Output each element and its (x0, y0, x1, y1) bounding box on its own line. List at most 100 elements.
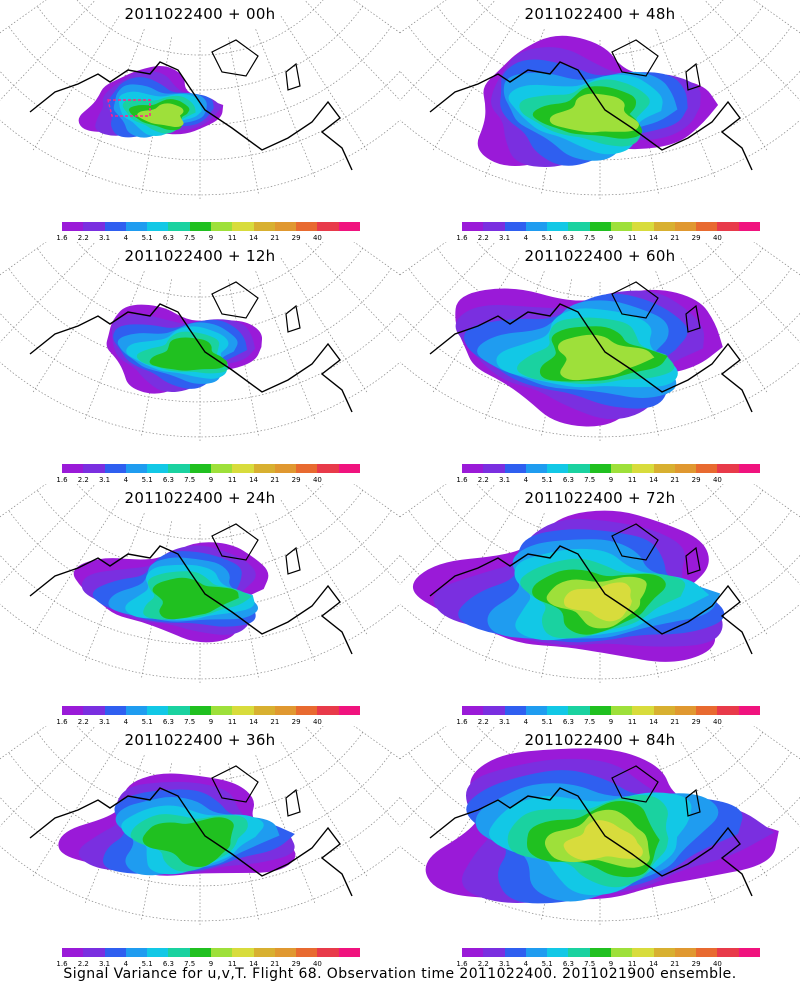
colorbar-tick-label: 2.2 (477, 718, 489, 726)
colorbar-swatch (738, 464, 760, 473)
colorbar-swatch (589, 706, 611, 715)
colorbar-tick-label: 14 (249, 718, 259, 726)
colorbar-swatch (483, 222, 505, 231)
colorbar-swatch (232, 948, 254, 957)
colorbar-tick-label: 9 (208, 718, 214, 726)
colorbar-swatch (674, 222, 697, 231)
coastline (429, 787, 753, 897)
colorbar-tick-label: 21 (270, 234, 280, 242)
panel-title: 2011022400 + 24h (124, 489, 276, 507)
colorbar-swatch (125, 706, 148, 715)
map-panel: 2011022400 + 12h 1.6 2.2 3.1 4 5.1 6.3 7.5 9 11 14… (0, 242, 400, 484)
colorbar-tick-label: 11 (227, 960, 237, 968)
colorbar-tick-label: 3.1 (498, 718, 511, 726)
map-panel: 2011022400 + 60h 1.6 2.2 3.1 4 5.1 6.3 7.5 9 11 14… (400, 242, 800, 484)
colorbar-swatch (589, 948, 611, 957)
colorbar-swatch (125, 948, 148, 957)
panel-title: 2011022400 + 00h (124, 5, 276, 23)
colorbar-tick-label: 7.5 (184, 718, 196, 726)
colorbar-tick-label: 1.6 (456, 234, 468, 242)
colorbar-swatch (317, 948, 339, 957)
flight-track (107, 99, 151, 117)
colorbar-tick-label: 11 (227, 718, 237, 726)
variance-field (73, 542, 269, 643)
colorbar-swatch (547, 464, 569, 473)
colorbar-swatch (210, 706, 233, 715)
colorbar-tick-label: 21 (270, 718, 280, 726)
contour-level (149, 337, 228, 371)
colorbar-tick-label: 1.6 (456, 476, 468, 484)
colorbar-tick-label: 5.1 (541, 476, 553, 484)
colorbar-swatch (189, 706, 211, 715)
colorbar-tick-label: 40 (712, 718, 722, 726)
colorbar-tick-label: 3.1 (98, 476, 111, 484)
figure-caption: Signal Variance for u,v,T. Flight 68. Ob… (63, 966, 737, 982)
colorbar-swatch (83, 948, 105, 957)
colorbar-tick-label: 29 (291, 476, 301, 484)
coastline (29, 787, 353, 897)
colorbar-swatch (168, 948, 190, 957)
colorbar-swatch (717, 706, 739, 715)
colorbar (62, 948, 360, 957)
colorbar-swatch (632, 222, 654, 231)
colorbar-swatch (610, 706, 633, 715)
colorbar-swatch (462, 464, 484, 473)
colorbar (462, 222, 760, 231)
colorbar-swatch (147, 948, 169, 957)
colorbar (462, 706, 760, 715)
panel-title: 2011022400 + 12h (124, 247, 276, 265)
colorbar-swatch (483, 948, 505, 957)
colorbar-tick-label: 14 (249, 960, 259, 968)
colorbar-swatch (296, 222, 318, 231)
map-panel: 2011022400 + 84h 1.6 2.2 3.1 4 5.1 6.3 7.5 9 11 14… (400, 726, 800, 968)
colorbar-tick-label: 7.5 (584, 234, 596, 242)
colorbar-tick-label: 2.2 (77, 718, 89, 726)
colorbar-tick-label: 4 (523, 960, 529, 968)
colorbar-tick-label: 4 (523, 476, 529, 484)
colorbar-swatch (62, 222, 84, 231)
contour-level (137, 103, 184, 128)
colorbar-tick-label: 21 (270, 960, 280, 968)
colorbar-tick-label: 7.5 (184, 960, 196, 968)
contour-level (563, 820, 643, 861)
colorbar-swatch (525, 948, 548, 957)
coastline (29, 61, 353, 171)
colorbar-swatch (504, 706, 526, 715)
colorbar-swatch (653, 464, 675, 473)
colorbar-tick-label: 3.1 (498, 234, 511, 242)
colorbar-swatch (738, 706, 760, 715)
colorbar-tick-label: 9 (608, 234, 614, 242)
colorbar-swatch (483, 706, 505, 715)
colorbar-ticks: 1.6 2.2 3.1 4 5.1 6.3 7.5 9 11 14 21 29 40 (400, 960, 800, 970)
coastline (29, 545, 353, 655)
colorbar-tick-label: 14 (649, 234, 659, 242)
variance-field (106, 304, 263, 394)
colorbar-swatch (338, 222, 360, 231)
map-panel: 2011022400 + 48h 1.6 2.2 3.1 4 5.1 6.3 7.5 9 11 14… (400, 0, 800, 242)
colorbar-swatch (653, 948, 675, 957)
colorbar-swatch (338, 464, 360, 473)
contour-level (563, 582, 632, 622)
colorbar (462, 464, 760, 473)
colorbar-ticks: 1.6 2.2 3.1 4 5.1 6.3 7.5 9 11 14 21 29 40 (400, 234, 800, 244)
colorbar-swatch (147, 222, 169, 231)
arctic-islands (211, 39, 301, 91)
contour-level (549, 93, 639, 133)
colorbar-ticks: 1.6 2.2 3.1 4 5.1 6.3 7.5 9 11 14 21 29 40 (0, 234, 400, 244)
colorbar-swatch (338, 706, 360, 715)
colorbar-tick-label: 2.2 (77, 476, 89, 484)
colorbar-tick-label: 40 (712, 960, 722, 968)
colorbar-swatch (504, 222, 526, 231)
panel-title: 2011022400 + 72h (524, 489, 676, 507)
colorbar-tick-label: 9 (208, 960, 214, 968)
panel-title: 2011022400 + 36h (124, 731, 276, 749)
colorbar-swatch (696, 706, 718, 715)
colorbar-swatch (525, 706, 548, 715)
colorbar-tick-label: 7.5 (584, 476, 596, 484)
colorbar-swatch (232, 464, 254, 473)
colorbar-ticks: 1.6 2.2 3.1 4 5.1 6.3 7.5 9 11 14 21 29 40 (0, 960, 400, 970)
colorbar-tick-label: 7.5 (184, 476, 196, 484)
colorbar-tick-label: 29 (291, 718, 301, 726)
colorbar-swatch (125, 222, 148, 231)
colorbar-tick-label: 5.1 (541, 960, 553, 968)
